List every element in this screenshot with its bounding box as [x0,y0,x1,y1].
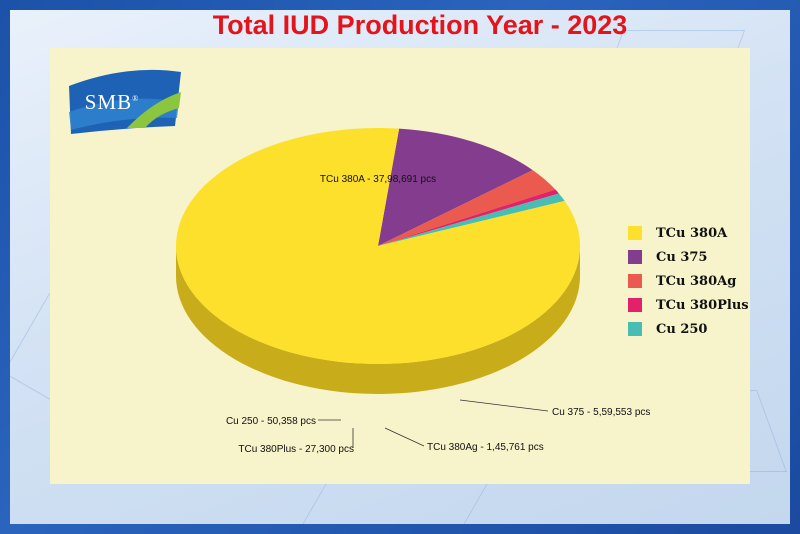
legend-swatch [628,322,642,336]
data-label-tcu-380ag: TCu 380Ag - 1,45,761 pcs [427,442,544,453]
legend-label: Cu 375 [656,249,708,265]
data-label-cu-375: Cu 375 - 5,59,553 pcs [552,407,650,418]
pie-slice-cu-250 [378,193,565,246]
data-label-tcu-380a: TCu 380A - 37,98,691 pcs [320,174,436,185]
pie-side-tcu-380a [176,246,580,394]
smb-logo: SMB® [67,62,185,138]
legend-item-tcu-380a: TCu 380A [628,224,727,242]
pie-slice-tcu-380plus [378,189,559,246]
legend-item-cu-375: Cu 375 [628,248,707,266]
legend-swatch [628,274,642,288]
pie-slice-tcu-380ag [378,170,556,246]
legend-swatch [628,226,642,240]
legend-swatch [628,298,642,312]
chart-title: Total IUD Production Year - 2023 [212,10,628,40]
pie-slice-tcu-380a [176,128,580,365]
legend-item-cu-250: Cu 250 [628,320,707,338]
leader-line-tcu-380ag [384,427,425,447]
legend-swatch [628,250,642,264]
data-label-tcu-380plus: TCu 380Plus - 27,300 pcs [238,444,354,455]
logo-text: SMB® [84,90,140,114]
legend-item-tcu-380ag: TCu 380Ag [628,272,736,290]
legend-label: Cu 250 [656,321,708,337]
legend-label: TCu 380A [656,225,728,241]
legend-label: TCu 380Plus [656,297,749,313]
pie-slice-cu-375 [378,128,533,246]
logo-emblem [69,69,181,134]
data-label-cu-250: Cu 250 - 50,358 pcs [226,416,316,427]
legend-item-tcu-380plus: TCu 380Plus [628,296,749,314]
leader-line-cu-375 [459,399,549,412]
legend-label: TCu 380Ag [656,273,737,289]
